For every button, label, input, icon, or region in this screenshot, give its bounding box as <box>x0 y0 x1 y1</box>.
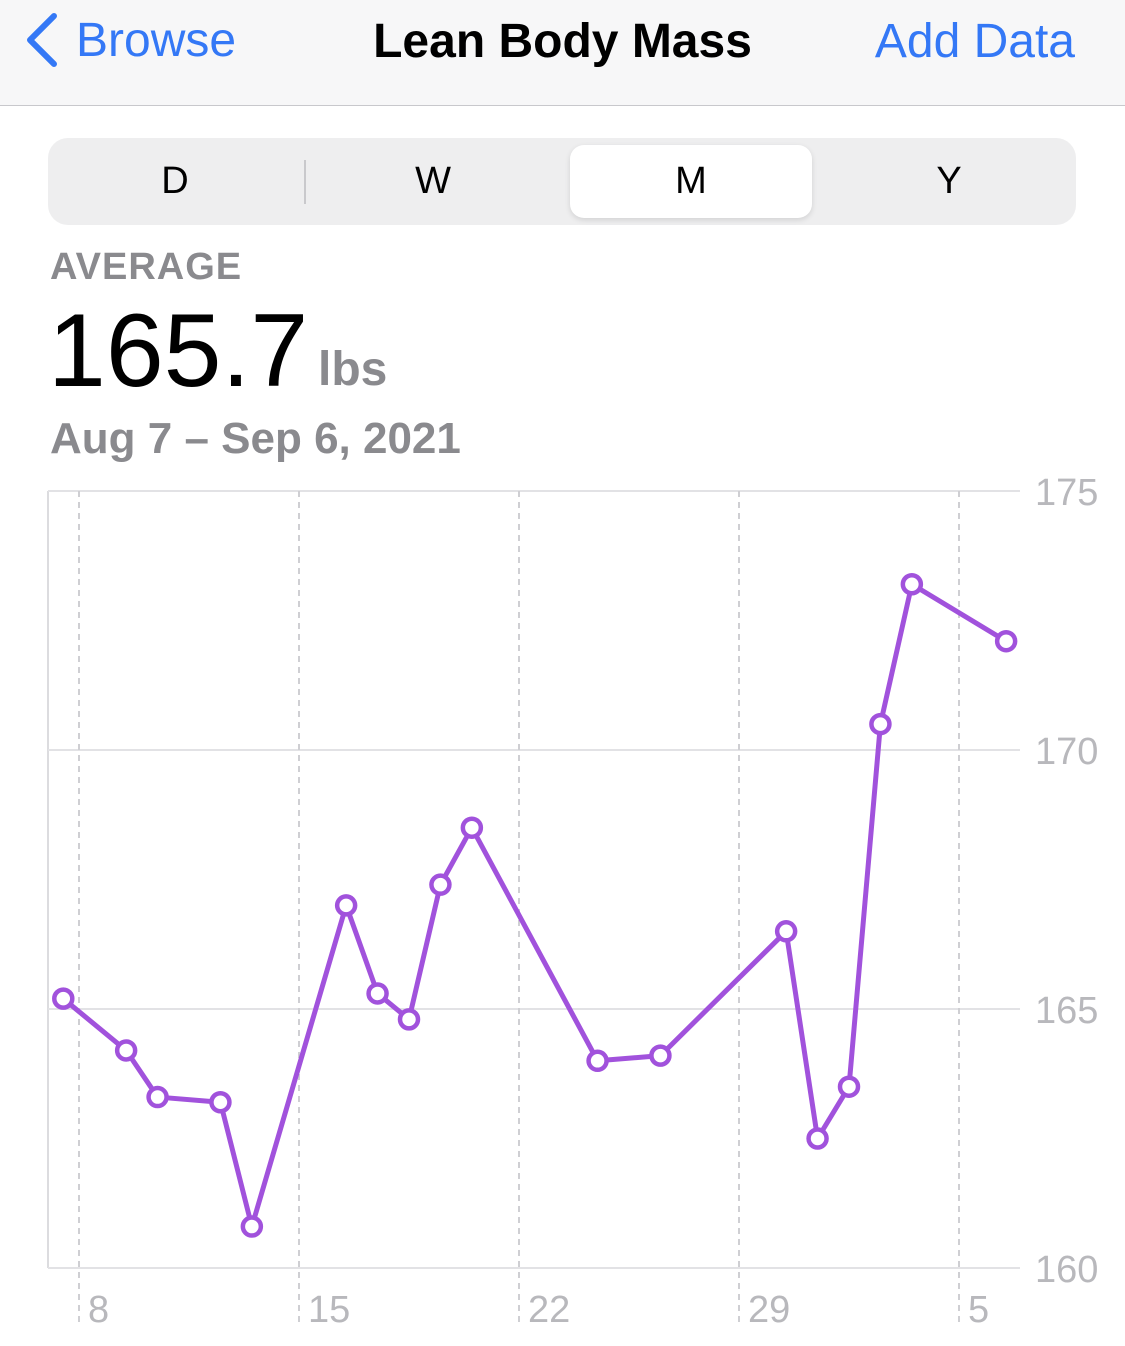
period-segmented-control: D W M Y <box>48 138 1076 225</box>
back-label: Browse <box>76 13 237 67</box>
data-point <box>586 1049 609 1073</box>
average-value: 165.7 <box>48 293 309 409</box>
x-tick-label: 29 <box>748 1289 790 1331</box>
y-tick-label: 170 <box>1035 731 1098 773</box>
x-tick-label: 5 <box>968 1289 989 1331</box>
y-tick-label: 175 <box>1035 472 1098 514</box>
data-point <box>994 629 1018 653</box>
data-point <box>114 1039 138 1062</box>
data-point <box>209 1090 232 1114</box>
y-tick-label: 160 <box>1035 1249 1098 1291</box>
x-tick-label: 22 <box>528 1289 570 1331</box>
data-point <box>837 1075 861 1098</box>
nav-bar: Browse Lean Body Mass Add Data <box>0 0 1125 106</box>
data-point <box>366 982 389 1005</box>
chevron-left-icon <box>27 13 57 67</box>
data-point <box>806 1127 829 1150</box>
series-line <box>61 581 1008 1230</box>
x-tick-label: 8 <box>88 1289 109 1331</box>
data-point <box>334 894 358 917</box>
average-label: AVERAGE <box>50 246 243 288</box>
data-point <box>52 987 75 1010</box>
segment-year[interactable]: Y <box>936 160 962 202</box>
data-point <box>397 1008 421 1031</box>
data-point <box>240 1215 264 1238</box>
y-tick-label: 165 <box>1035 990 1098 1032</box>
add-data-button[interactable]: Add Data <box>874 15 1075 68</box>
data-point <box>869 712 892 736</box>
segment-month[interactable]: M <box>570 145 812 218</box>
x-tick-label: 15 <box>308 1289 350 1331</box>
segment-week[interactable]: W <box>415 160 451 202</box>
data-point <box>774 920 798 943</box>
date-range: Aug 7 – Sep 6, 2021 <box>50 414 461 463</box>
average-unit: lbs <box>318 343 388 396</box>
data-point <box>146 1085 169 1109</box>
data-point <box>649 1044 672 1067</box>
data-point <box>900 572 924 596</box>
page-title: Lean Body Mass <box>373 15 752 68</box>
segment-day[interactable]: D <box>161 160 189 202</box>
back-button[interactable]: Browse <box>24 12 236 68</box>
segment-divider <box>304 160 306 204</box>
data-point <box>460 816 484 839</box>
data-point <box>429 873 452 896</box>
